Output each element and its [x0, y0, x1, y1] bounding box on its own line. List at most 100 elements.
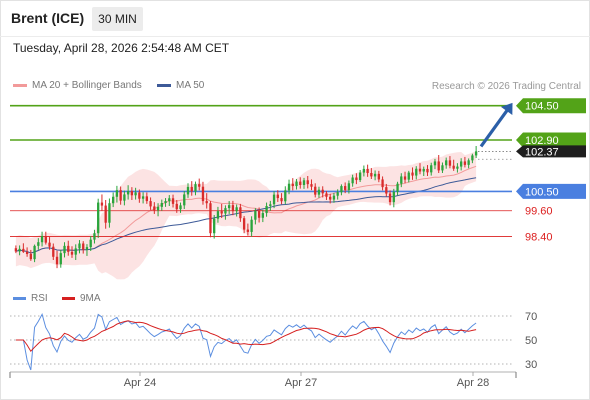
candle-body — [201, 186, 205, 202]
candle-body — [437, 161, 440, 171]
candle-body — [329, 196, 332, 200]
candle-body — [100, 202, 104, 206]
candle-body — [336, 192, 339, 196]
candle-body — [134, 192, 137, 196]
candle-body — [183, 194, 186, 206]
candle-body — [93, 233, 96, 240]
candle-body — [67, 245, 70, 252]
rsi-ma-line — [15, 320, 477, 353]
candle-body — [452, 165, 455, 169]
candle-body — [325, 193, 328, 197]
candle-body — [246, 229, 250, 232]
candle-body — [295, 181, 298, 187]
candle-body — [70, 251, 74, 255]
level-label-99-60: 99.60 — [525, 206, 553, 218]
candle-body — [433, 161, 437, 166]
candle-body — [388, 193, 392, 203]
candle-body — [190, 186, 193, 192]
candle-body — [321, 189, 324, 194]
rsi-tick-label: 70 — [525, 311, 537, 323]
candle-body — [40, 236, 44, 243]
candle-body — [235, 207, 238, 212]
candle-body — [205, 201, 208, 204]
candle-body — [340, 186, 343, 193]
legend-rsi-ma-label: 9MA — [80, 293, 101, 304]
candle-body — [209, 203, 212, 234]
candle-body — [474, 151, 478, 156]
level-label-104-50: 104.50 — [525, 101, 559, 113]
legend-ma20-bollinger: MA 20 + Bollinger Bands — [13, 80, 142, 91]
candle-body — [385, 187, 388, 194]
candle-body — [460, 161, 463, 167]
candle-body — [44, 236, 47, 243]
candle-body — [254, 210, 257, 220]
candle-body — [171, 198, 175, 204]
candle-body — [149, 201, 152, 207]
interval-selector[interactable]: 30 MIN — [92, 7, 143, 31]
candle-body — [239, 207, 242, 219]
level-badge-104-50 — [516, 98, 586, 114]
legend-ma50-label: MA 50 — [176, 80, 205, 91]
bollinger-band — [15, 151, 477, 280]
rsi-tick-label: 30 — [525, 359, 537, 371]
candle-body — [344, 186, 347, 190]
header-divider — [0, 36, 590, 37]
candle-body — [48, 242, 51, 247]
candle-body — [22, 248, 25, 252]
candle-body — [216, 211, 220, 219]
candle-body — [29, 254, 32, 260]
candle-body — [55, 256, 59, 265]
candle-body — [463, 161, 467, 165]
candle-body — [445, 160, 448, 166]
ma50-swatch — [157, 83, 171, 87]
candle-body — [194, 184, 197, 192]
candle-body — [153, 206, 156, 211]
candle-body — [231, 205, 235, 212]
candle-body — [415, 168, 418, 176]
legend-ma50: MA 50 — [157, 80, 204, 91]
candle-body — [441, 165, 444, 171]
candle-body — [186, 186, 190, 195]
candle-body — [14, 248, 18, 252]
ma20-swatch — [13, 83, 27, 87]
candle-body — [220, 211, 223, 214]
candle-body — [272, 194, 276, 205]
candle-body — [280, 198, 283, 202]
candle-body — [108, 203, 111, 223]
level-label-98-40: 98.40 — [525, 231, 553, 243]
candle-body — [400, 176, 403, 184]
legend-ma20-label: MA 20 + Bollinger Bands — [32, 80, 142, 91]
candle-body — [59, 253, 62, 265]
candle-body — [85, 247, 89, 250]
level-label-100-50: 100.50 — [525, 186, 559, 198]
candle-body — [257, 210, 261, 218]
candle-body — [314, 186, 317, 195]
candle-body — [78, 243, 81, 249]
candle-body — [224, 208, 227, 214]
rsi-swatch — [13, 296, 26, 300]
candle-body — [213, 218, 216, 234]
candle-body — [228, 205, 231, 209]
legend-rsi: RSI — [13, 293, 48, 304]
candle-body — [25, 251, 29, 254]
candle-body — [373, 173, 377, 177]
candle-body — [123, 194, 126, 201]
candle-body — [168, 198, 171, 202]
legend-rsi-label: RSI — [31, 293, 48, 304]
projection-arrow-head — [500, 102, 513, 116]
candle-body — [284, 190, 287, 202]
candle-body — [115, 190, 119, 197]
candle-body — [250, 219, 253, 232]
candle-body — [426, 168, 429, 173]
candle-body — [198, 184, 201, 187]
level-label-102-90: 102.90 — [525, 135, 559, 147]
candle-body — [179, 205, 182, 210]
candle-body — [302, 180, 306, 185]
candle-body — [306, 180, 309, 185]
candle-body — [242, 218, 246, 230]
candle-body — [138, 192, 141, 199]
candle-body — [156, 206, 160, 211]
candle-body — [89, 239, 92, 248]
instrument-title: Brent (ICE) — [11, 10, 85, 26]
candle-body — [370, 173, 373, 177]
